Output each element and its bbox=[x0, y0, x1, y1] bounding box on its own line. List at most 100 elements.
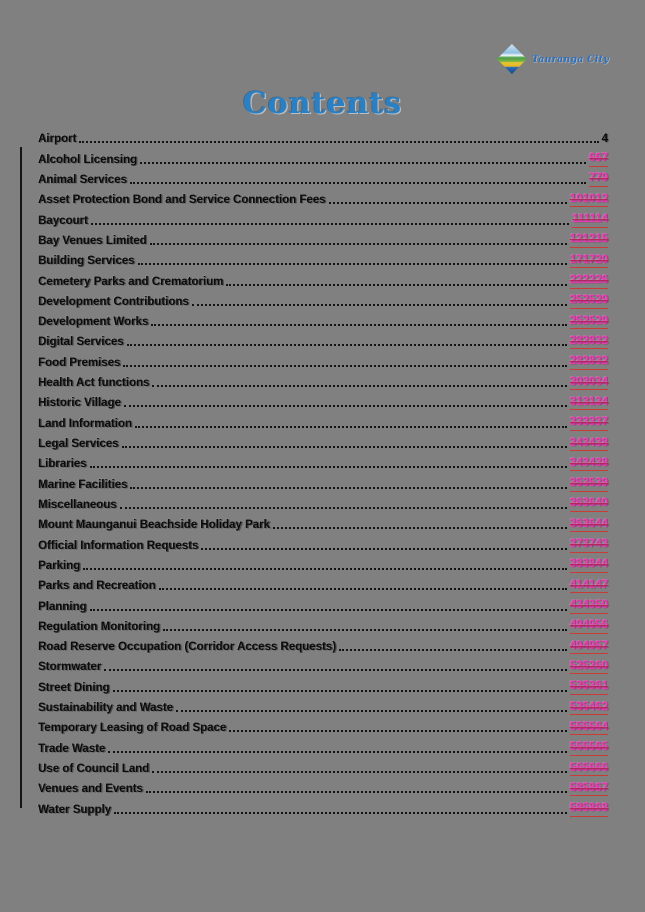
toc-page-number[interactable]: 779 bbox=[588, 172, 608, 187]
toc-row[interactable]: Animal Services 779 bbox=[38, 167, 608, 187]
toc-row[interactable]: Asset Protection Bond and Service Connec… bbox=[38, 187, 608, 208]
toc-row[interactable]: Bay Venues Limited 121215 bbox=[38, 228, 608, 248]
toc-row[interactable]: Legal Services 343438 bbox=[38, 431, 608, 451]
toc-entry-label[interactable]: Airport bbox=[38, 133, 77, 146]
toc-entry-label[interactable]: Regulation Monitoring bbox=[38, 620, 161, 633]
toc-entry-label[interactable]: Parks and Recreation bbox=[38, 580, 156, 593]
toc-row[interactable]: Miscellaneous 363640 bbox=[38, 492, 608, 512]
toc-page-number[interactable]: 535361 bbox=[569, 680, 608, 695]
toc-page-number[interactable]: 282832 bbox=[569, 335, 608, 350]
toc-page-number[interactable]: 4 bbox=[601, 133, 608, 146]
toc-entry-label[interactable]: Use of Council Land bbox=[38, 763, 150, 775]
toc-page-number[interactable]: 667 bbox=[588, 152, 608, 167]
toc-row[interactable]: Health Act functions 303034 bbox=[38, 370, 608, 391]
toc-row[interactable]: Trade Waste 555565 bbox=[38, 735, 608, 756]
toc-page-number[interactable]: 373743 bbox=[569, 538, 608, 553]
toc-row[interactable]: Street Dining 535361 bbox=[38, 674, 608, 695]
toc-row[interactable]: Venues and Events 585867 bbox=[38, 776, 608, 797]
toc-page-number[interactable]: 494957 bbox=[569, 640, 608, 655]
toc-row[interactable]: Food Premises 282832 bbox=[38, 349, 608, 370]
toc-row[interactable]: Stormwater 525260 bbox=[38, 654, 608, 675]
toc-page-number[interactable]: 555564 bbox=[569, 721, 608, 736]
toc-entry-label[interactable]: Land Information bbox=[38, 417, 132, 430]
toc-page-number[interactable]: 111114 bbox=[572, 213, 608, 228]
toc-page-number[interactable]: 353539 bbox=[569, 477, 608, 492]
toc-row[interactable]: Development Contributions 252529 bbox=[38, 289, 608, 309]
toc-entry-label[interactable]: Street Dining bbox=[38, 681, 110, 694]
toc-row[interactable]: Marine Facilities 353539 bbox=[38, 471, 608, 492]
toc-row[interactable]: Libraries 343438 bbox=[38, 451, 608, 472]
toc-row[interactable]: Sustainability and Waste 535462 bbox=[38, 695, 608, 716]
toc-page-number[interactable]: 101012 bbox=[569, 193, 608, 208]
toc-entry-label[interactable]: Alcohol Licensing bbox=[38, 153, 138, 166]
toc-entry-label[interactable]: Mount Maunganui Beachside Holiday Park bbox=[38, 519, 270, 532]
toc-row[interactable]: Development Works 252529 bbox=[38, 309, 608, 330]
toc-page-number[interactable]: 222226 bbox=[569, 274, 608, 289]
toc-row[interactable]: Official Information Requests 373743 bbox=[38, 532, 608, 553]
toc-row[interactable]: Road Reserve Occupation (Corridor Access… bbox=[38, 634, 608, 655]
toc-entry-label[interactable]: Historic Village bbox=[38, 397, 121, 410]
toc-page-number[interactable]: 525260 bbox=[569, 660, 608, 675]
toc-entry-label[interactable]: Parking bbox=[38, 559, 81, 572]
toc-row[interactable]: Land Information 333337 bbox=[38, 410, 608, 431]
toc-page-number[interactable]: 333337 bbox=[569, 416, 608, 431]
toc-row[interactable]: Regulation Monitoring 494956 bbox=[38, 614, 608, 634]
toc-page-number[interactable]: 343438 bbox=[569, 457, 608, 472]
toc-row[interactable]: Parking 383844 bbox=[38, 553, 608, 573]
toc-entry-label[interactable]: Bay Venues Limited bbox=[38, 234, 147, 247]
toc-row[interactable]: Airport 4 bbox=[38, 126, 608, 146]
toc-row[interactable]: Temporary Leasing of Road Space 555564 bbox=[38, 715, 608, 736]
toc-entry-label[interactable]: Health Act functions bbox=[38, 377, 150, 390]
toc-row[interactable]: Cemetery Parks and Crematorium 222226 bbox=[38, 268, 608, 289]
toc-page-number[interactable]: 565666 bbox=[569, 762, 608, 776]
toc-entry-label[interactable]: Food Premises bbox=[38, 356, 121, 369]
toc-row[interactable]: Planning 434350 bbox=[38, 593, 608, 614]
toc-row[interactable]: Use of Council Land 565666 bbox=[38, 756, 608, 776]
toc-entry-label[interactable]: Libraries bbox=[38, 458, 87, 471]
toc-page-number[interactable]: 434350 bbox=[569, 599, 608, 614]
toc-page-number[interactable]: 363640 bbox=[569, 497, 608, 512]
toc-row[interactable]: Alcohol Licensing 667 bbox=[38, 146, 608, 167]
toc-entry-label[interactable]: Miscellaneous bbox=[38, 498, 117, 511]
toc-entry-label[interactable]: Animal Services bbox=[38, 173, 127, 186]
toc-page-number[interactable]: 363644 bbox=[569, 518, 608, 533]
toc-row[interactable]: Digital Services 282832 bbox=[38, 329, 608, 350]
toc-entry-label[interactable]: Temporary Leasing of Road Space bbox=[38, 722, 227, 735]
toc-entry-label[interactable]: Water Supply bbox=[38, 803, 112, 816]
toc-entry-label[interactable]: Planning bbox=[38, 600, 87, 613]
toc-page-number[interactable]: 555565 bbox=[569, 741, 608, 756]
toc-page-number[interactable]: 282832 bbox=[569, 355, 608, 370]
toc-row[interactable]: Historic Village 313134 bbox=[38, 390, 608, 411]
toc-entry-label[interactable]: Baycourt bbox=[38, 214, 88, 227]
toc-row[interactable]: Mount Maunganui Beachside Holiday Park 3… bbox=[38, 512, 608, 533]
toc-entry-label[interactable]: Legal Services bbox=[38, 438, 119, 450]
toc-page-number[interactable]: 494956 bbox=[569, 619, 608, 634]
toc-row[interactable]: Building Services 171720 bbox=[38, 248, 608, 269]
toc-page-number[interactable]: 343438 bbox=[569, 437, 608, 451]
toc-page-number[interactable]: 383844 bbox=[569, 558, 608, 573]
toc-row[interactable]: Parks and Recreation 414147 bbox=[38, 573, 608, 594]
toc-entry-label[interactable]: Building Services bbox=[38, 255, 135, 268]
toc-page-number[interactable]: 252529 bbox=[569, 315, 608, 330]
toc-page-number[interactable]: 585867 bbox=[569, 782, 608, 797]
toc-entry-label[interactable]: Official Information Requests bbox=[38, 539, 199, 552]
toc-entry-label[interactable]: Stormwater bbox=[38, 661, 102, 674]
toc-entry-label[interactable]: Trade Waste bbox=[38, 742, 106, 755]
toc-entry-label[interactable]: Asset Protection Bond and Service Connec… bbox=[38, 194, 326, 207]
toc-entry-label[interactable]: Development Works bbox=[38, 316, 149, 329]
toc-page-number[interactable]: 171720 bbox=[569, 254, 608, 269]
toc-entry-label[interactable]: Venues and Events bbox=[38, 783, 143, 796]
toc-entry-label[interactable]: Sustainability and Waste bbox=[38, 702, 174, 715]
toc-entry-label[interactable]: Digital Services bbox=[38, 336, 124, 349]
toc-page-number[interactable]: 303034 bbox=[569, 376, 608, 391]
toc-entry-label[interactable]: Development Contributions bbox=[38, 295, 189, 308]
toc-page-number[interactable]: 121215 bbox=[569, 233, 608, 248]
toc-entry-label[interactable]: Road Reserve Occupation (Corridor Access… bbox=[38, 641, 337, 654]
toc-row[interactable]: Baycourt 111114 bbox=[38, 207, 608, 228]
toc-page-number[interactable]: 414147 bbox=[569, 579, 608, 594]
toc-page-number[interactable]: 585868 bbox=[569, 802, 608, 817]
toc-page-number[interactable]: 252529 bbox=[569, 294, 608, 309]
toc-entry-label[interactable]: Marine Facilities bbox=[38, 478, 128, 491]
toc-page-number[interactable]: 313134 bbox=[569, 396, 608, 411]
toc-page-number[interactable]: 535462 bbox=[569, 701, 608, 716]
